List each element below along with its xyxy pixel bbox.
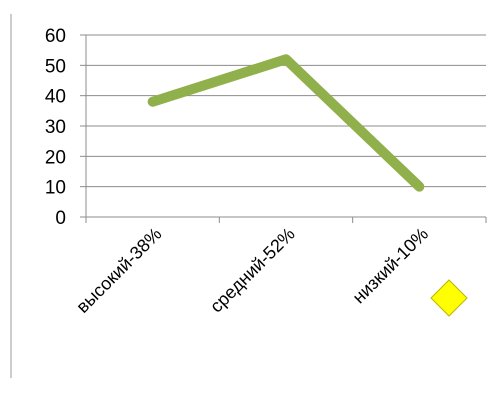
x-category-label: низкий-10% [349,224,433,308]
y-tick-label: 10 [45,178,66,199]
x-category-label: средний-52% [206,224,299,317]
data-series [147,54,425,192]
legend [430,279,468,317]
series-line [147,54,425,192]
y-tick-label: 20 [45,147,66,168]
x-axis-category-labels: высокий-38% средний-52% низкий-10% [72,224,432,317]
y-axis-tick-labels: 0 10 20 30 40 50 60 [45,26,66,229]
axes [80,34,487,223]
data-point [285,58,287,61]
x-category-label: высокий-38% [72,224,165,317]
y-tick-label: 40 [45,87,66,108]
y-tick-label: 30 [45,117,66,138]
y-tick-label: 0 [55,208,66,229]
y-tick-label: 60 [45,26,66,47]
y-tick-label: 50 [45,56,66,77]
legend-diamond-marker [430,279,468,317]
data-point [418,185,421,188]
data-point [151,100,154,103]
